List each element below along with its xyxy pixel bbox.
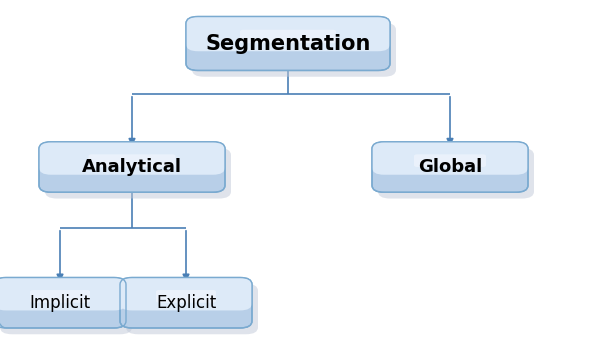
- Text: Analytical: Analytical: [82, 158, 182, 176]
- FancyBboxPatch shape: [240, 30, 336, 43]
- FancyBboxPatch shape: [414, 155, 486, 167]
- FancyBboxPatch shape: [186, 16, 390, 71]
- FancyBboxPatch shape: [39, 142, 225, 192]
- FancyBboxPatch shape: [120, 278, 252, 310]
- FancyBboxPatch shape: [89, 155, 176, 167]
- Text: Implicit: Implicit: [29, 294, 91, 312]
- FancyBboxPatch shape: [192, 23, 396, 77]
- FancyBboxPatch shape: [0, 278, 126, 310]
- Text: Global: Global: [418, 158, 482, 176]
- FancyBboxPatch shape: [30, 290, 90, 303]
- FancyBboxPatch shape: [378, 148, 534, 198]
- Text: Explicit: Explicit: [156, 294, 216, 312]
- FancyBboxPatch shape: [126, 284, 258, 334]
- FancyBboxPatch shape: [39, 142, 225, 175]
- Text: Segmentation: Segmentation: [205, 33, 371, 54]
- FancyBboxPatch shape: [0, 284, 132, 334]
- FancyBboxPatch shape: [372, 142, 528, 175]
- FancyBboxPatch shape: [156, 290, 216, 303]
- FancyBboxPatch shape: [372, 142, 528, 192]
- FancyBboxPatch shape: [186, 16, 390, 51]
- FancyBboxPatch shape: [0, 278, 126, 328]
- FancyBboxPatch shape: [120, 278, 252, 328]
- FancyBboxPatch shape: [45, 148, 231, 198]
